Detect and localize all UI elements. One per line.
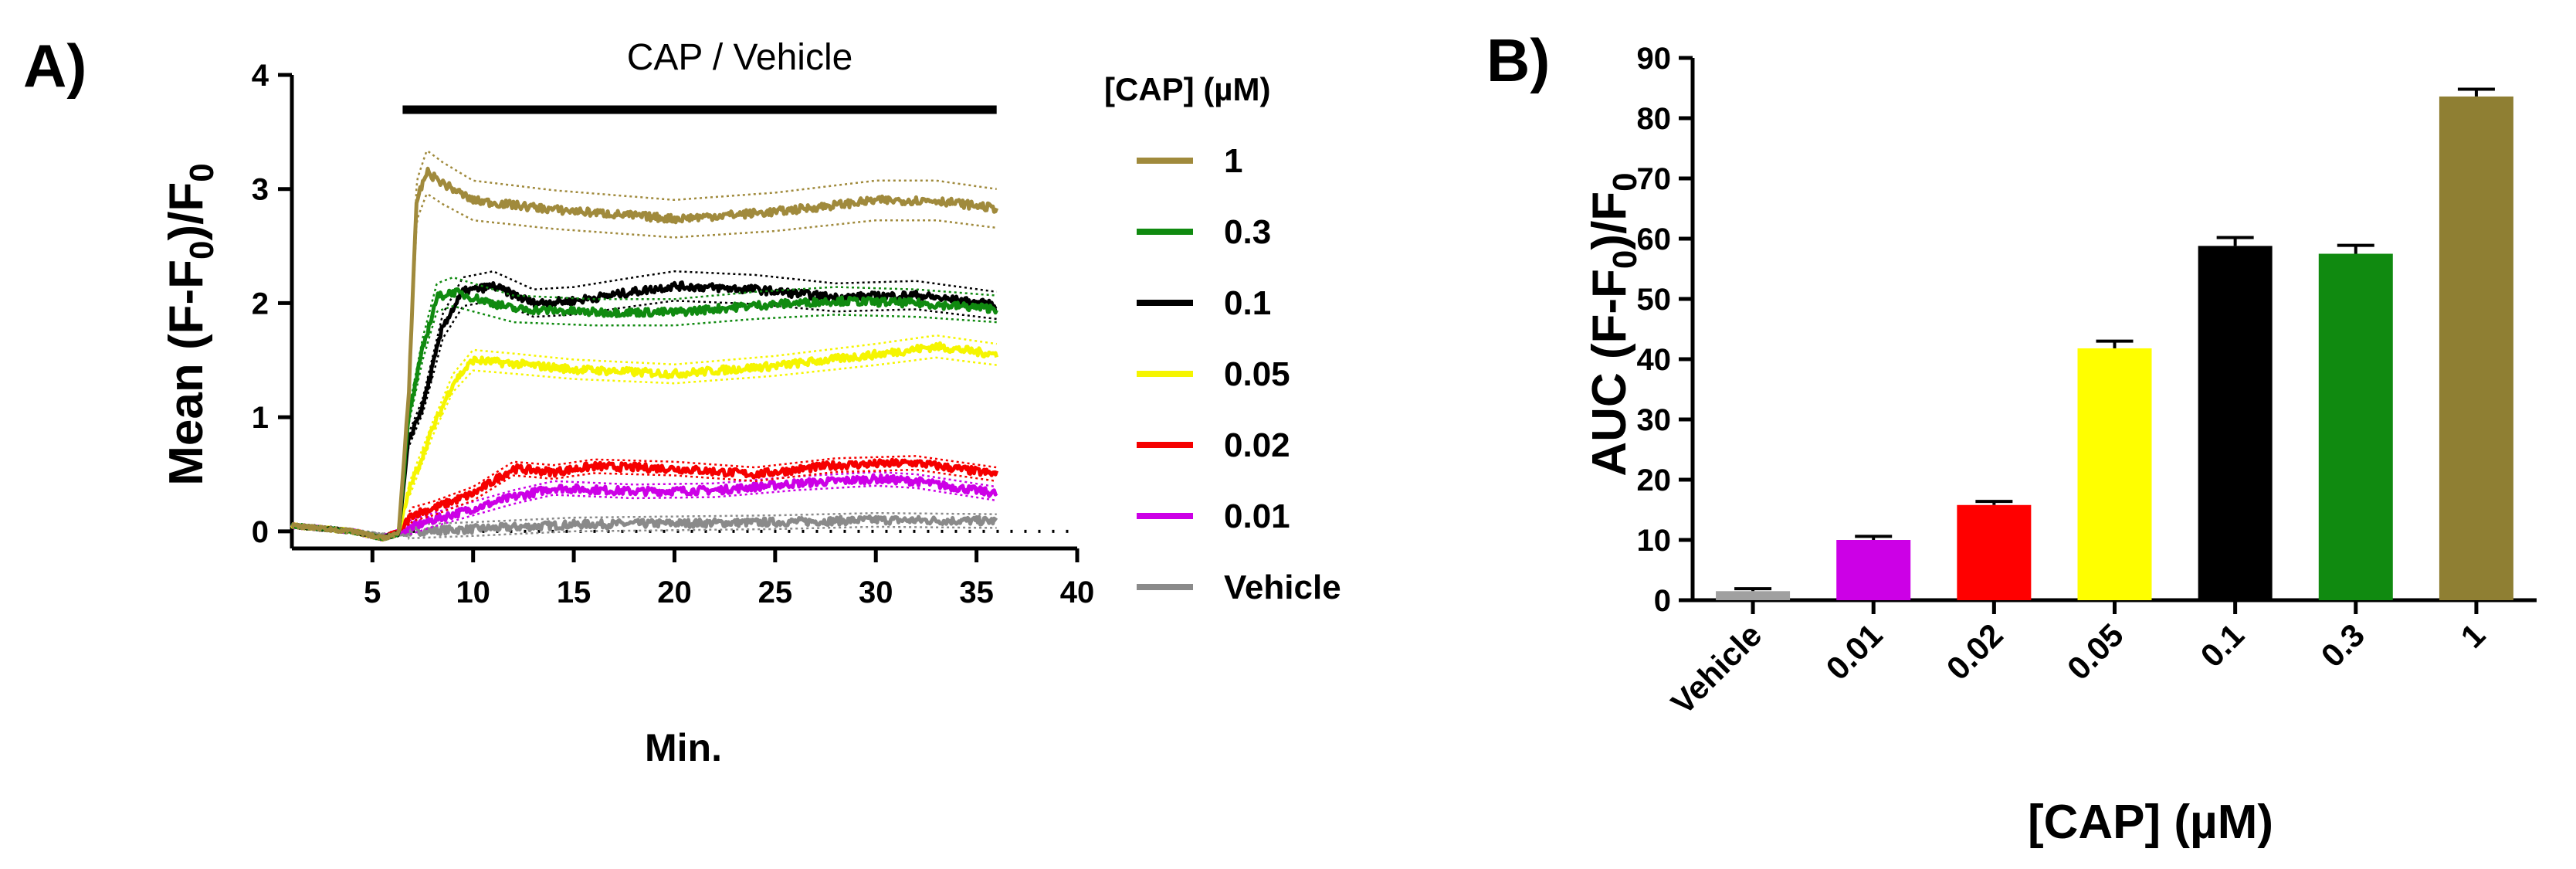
series-line bbox=[290, 280, 998, 541]
x-category-label: 1 bbox=[2454, 616, 2493, 655]
y-tick-label-b: 70 bbox=[1637, 162, 1672, 196]
bar bbox=[2198, 246, 2273, 600]
series-error-lower bbox=[291, 356, 997, 541]
x-tick-label: 30 bbox=[859, 575, 893, 609]
y-tick-label: 4 bbox=[252, 59, 269, 93]
bar bbox=[2318, 253, 2393, 600]
y-tick-label: 3 bbox=[252, 173, 269, 207]
series-error-lower bbox=[291, 193, 997, 541]
legend-label: 1 bbox=[1224, 142, 1242, 180]
x-tick-label: 10 bbox=[456, 575, 490, 609]
y-tick-label-b: 10 bbox=[1637, 524, 1672, 558]
series-line bbox=[290, 457, 999, 542]
bar bbox=[1716, 591, 1791, 600]
series-error-lower bbox=[291, 525, 997, 540]
x-category-label: 0.02 bbox=[1940, 616, 2010, 687]
legend-label: Vehicle bbox=[1224, 569, 1341, 606]
y-axis-title-part: AUC (F-F bbox=[1583, 269, 1636, 477]
y-tick-label-b: 60 bbox=[1637, 222, 1672, 256]
y-axis-title-b: AUC (F-F0)/F0 bbox=[1583, 172, 1644, 476]
bar bbox=[1957, 504, 2032, 600]
y-axis-title-subscript: 0 bbox=[183, 241, 221, 260]
x-category-label: 0.1 bbox=[2193, 616, 2251, 674]
panel-b-bar-chart: B) AUC (F-F0)/F0 [CAP] (µM) 010203040506… bbox=[1486, 26, 2537, 849]
y-axis-title: Mean (F-F0)/F0 bbox=[160, 163, 221, 485]
x-category-label: 0.01 bbox=[1819, 616, 1890, 687]
y-axis-title-part: Mean (F-F bbox=[160, 260, 213, 486]
y-axis-title-subscript: 0 bbox=[183, 163, 221, 182]
legend-label: 0.02 bbox=[1224, 426, 1290, 464]
x-tick-label: 5 bbox=[364, 575, 381, 609]
x-tick-label: 25 bbox=[758, 575, 793, 609]
series-error-lower bbox=[291, 484, 997, 542]
tick-labels: 0 1 2 3 4 5 10 15 20 25 30 35 40 bbox=[252, 59, 1095, 609]
x-tick-label: 35 bbox=[959, 575, 994, 609]
x-tick-label: 20 bbox=[657, 575, 692, 609]
y-axis-title-part: )/F bbox=[1583, 192, 1636, 250]
x-axis-title: Min. bbox=[645, 726, 722, 769]
series-error-upper bbox=[291, 511, 997, 535]
series-lines bbox=[290, 150, 999, 542]
series-line bbox=[290, 287, 998, 541]
bar bbox=[2077, 348, 2152, 600]
series-line bbox=[290, 473, 998, 541]
y-tick-label: 1 bbox=[252, 401, 269, 435]
legend-label: 0.05 bbox=[1224, 355, 1290, 393]
y-tick-label-b: 50 bbox=[1637, 283, 1672, 317]
bar bbox=[2439, 96, 2513, 601]
legend: [CAP] (µM) 1 0.3 0.1 0.05 0.02 0.01 Vehicle bbox=[1104, 71, 1341, 606]
x-category-label: 0.05 bbox=[2060, 616, 2130, 687]
y-tick-label-b: 40 bbox=[1637, 343, 1672, 377]
y-axis-title-subscript: 0 bbox=[1606, 250, 1644, 269]
y-tick-label-b: 90 bbox=[1637, 42, 1672, 76]
panel-a-label: A) bbox=[23, 32, 86, 100]
series-error-lower bbox=[291, 468, 997, 542]
legend-title: [CAP] (µM) bbox=[1104, 71, 1270, 107]
series-error-upper bbox=[291, 270, 997, 538]
y-tick-label-b: 30 bbox=[1637, 403, 1672, 437]
y-tick-label: 0 bbox=[252, 515, 269, 549]
legend-label: 0.1 bbox=[1224, 284, 1271, 322]
series-line bbox=[290, 341, 999, 541]
x-tick-label: 15 bbox=[557, 575, 591, 609]
series-line bbox=[290, 166, 999, 541]
x-axis-title-b: [CAP] (µM) bbox=[2028, 796, 2273, 849]
series-line bbox=[290, 514, 998, 538]
legend-label: 0.01 bbox=[1224, 497, 1290, 535]
annotation-label: CAP / Vehicle bbox=[627, 37, 853, 78]
axes bbox=[278, 73, 1080, 562]
x-category-label: Vehicle bbox=[1664, 616, 1769, 721]
y-tick-label-b: 0 bbox=[1654, 584, 1671, 618]
y-tick-label-b: 20 bbox=[1637, 463, 1672, 497]
series-error-upper bbox=[291, 334, 997, 538]
bars bbox=[1716, 87, 2513, 601]
panel-b-label: B) bbox=[1486, 26, 1550, 94]
y-tick-label-b: 80 bbox=[1637, 102, 1672, 136]
panel-a-line-chart: A) CAP / Vehicle Mean (F-F0)/F0 Min. 012… bbox=[23, 32, 1341, 769]
y-axis-title-subscript: 0 bbox=[1606, 172, 1644, 191]
bar bbox=[1836, 540, 1911, 600]
x-category-label: 0.3 bbox=[2314, 616, 2372, 674]
legend-label: 0.3 bbox=[1224, 213, 1271, 251]
series-error-upper bbox=[291, 455, 997, 538]
y-tick-label: 2 bbox=[252, 287, 269, 321]
x-tick-label: 40 bbox=[1060, 575, 1095, 609]
series-error-lower bbox=[291, 300, 997, 541]
y-axis-title-part: )/F bbox=[160, 182, 213, 241]
